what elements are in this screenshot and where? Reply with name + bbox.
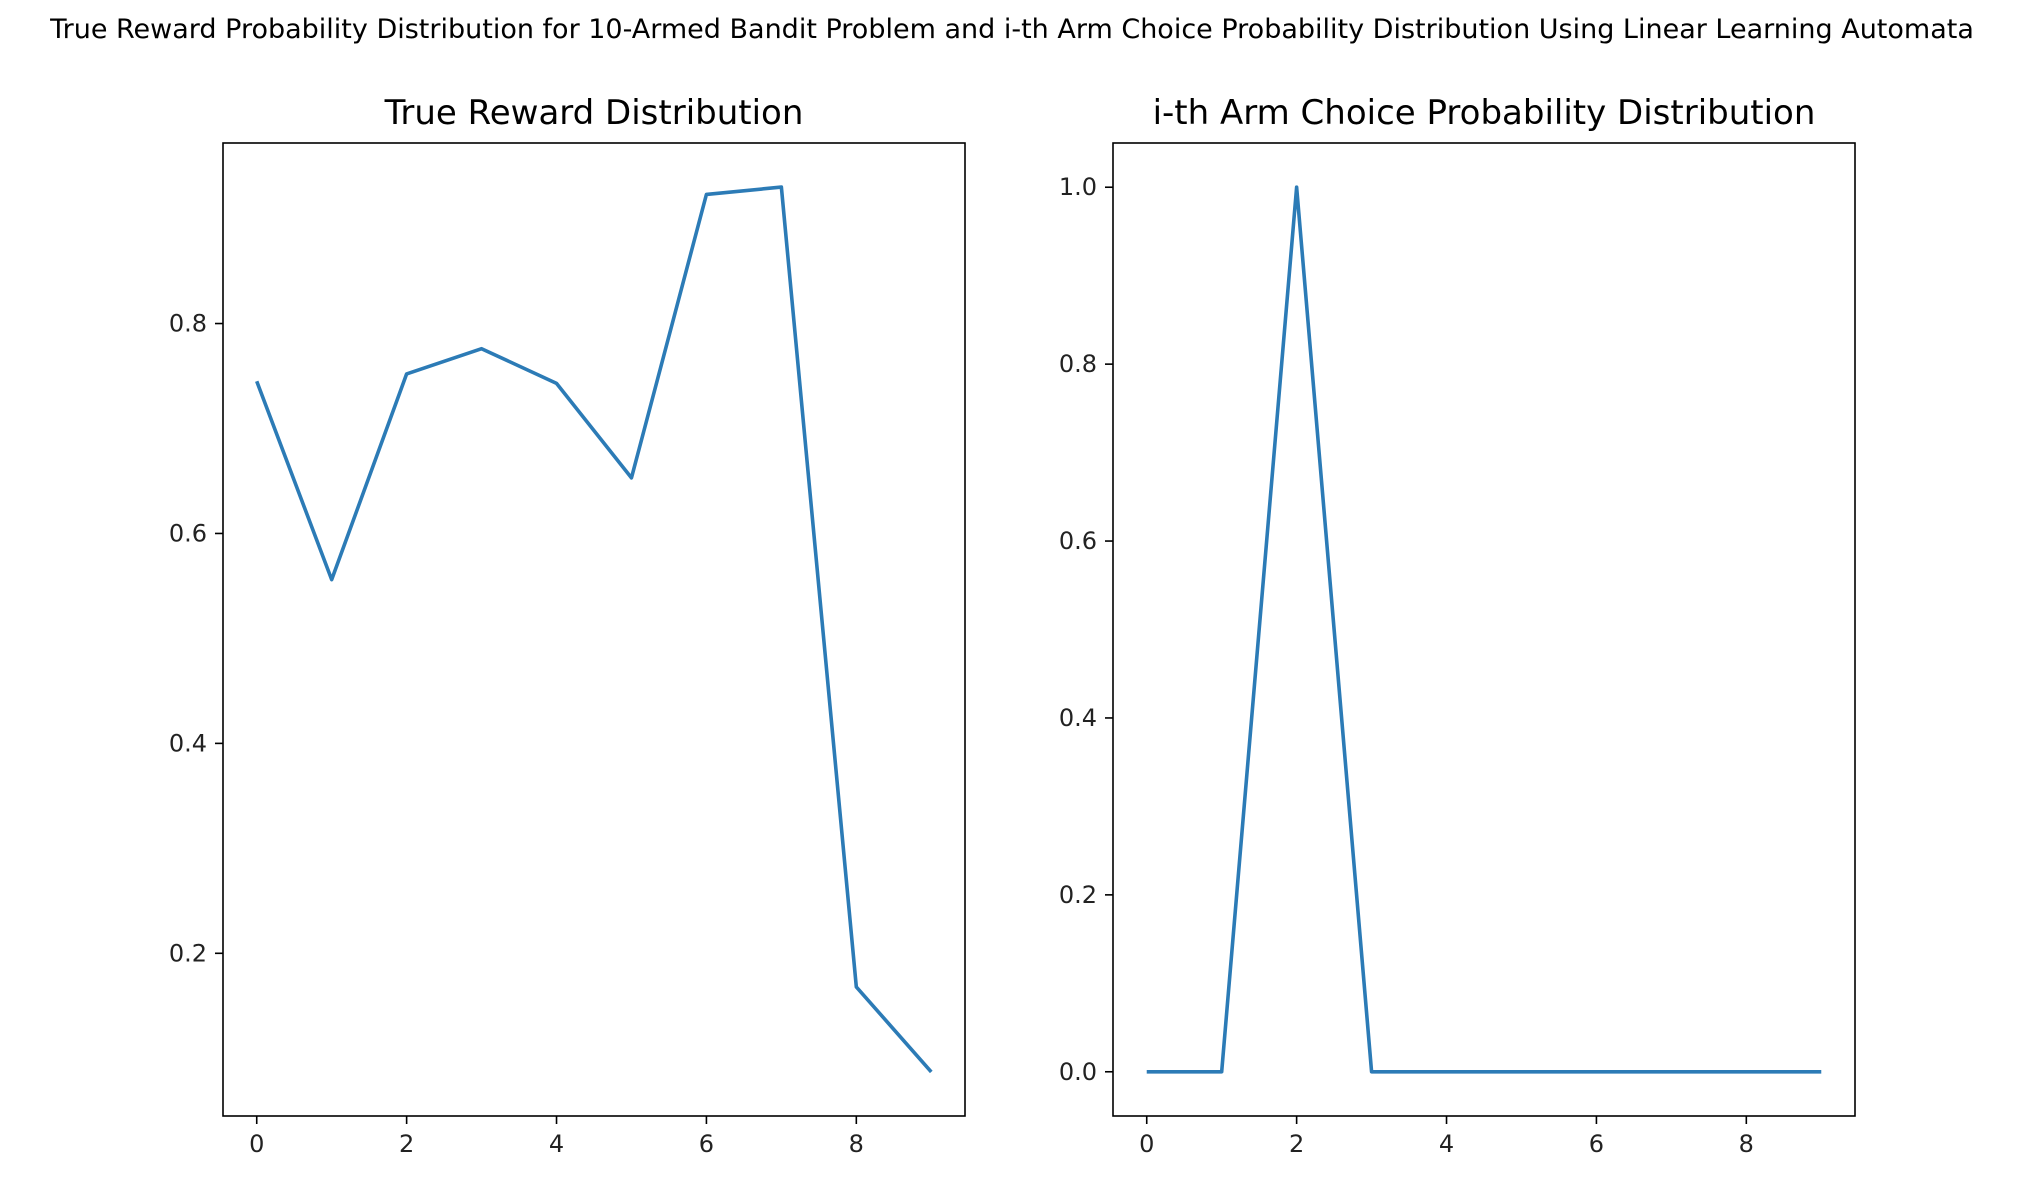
subplot-title: i-th Arm Choice Probability Distribution — [1153, 93, 1816, 133]
subplot-true-reward: True Reward Distribution 0 2 4 6 8 0.2 0.4 0.6 0… — [169, 93, 966, 1158]
x-tick-label: 2 — [399, 1130, 414, 1158]
y-tick-label: 0.0 — [1059, 1058, 1097, 1086]
y-tick-label: 1.0 — [1059, 173, 1097, 201]
x-tick-label: 6 — [699, 1130, 714, 1158]
y-tick-label: 0.2 — [169, 939, 207, 967]
axes-frame — [222, 142, 966, 1117]
subplot-arm-choice-probability: i-th Arm Choice Probability Distribution… — [1059, 93, 1856, 1158]
axes-frame — [1112, 142, 1856, 1117]
y-tick-label: 0.2 — [1059, 881, 1097, 909]
x-tick-label: 0 — [1139, 1130, 1154, 1158]
series-line — [255, 185, 933, 1074]
x-tick-label: 8 — [849, 1130, 864, 1158]
x-tick-label: 6 — [1589, 1130, 1604, 1158]
x-tick-label: 4 — [549, 1130, 564, 1158]
y-tick-label: 0.8 — [169, 310, 207, 338]
subplot-title: True Reward Distribution — [384, 93, 804, 133]
figure-suptitle: True Reward Probability Distribution for… — [49, 14, 1974, 45]
x-tick-label: 4 — [1439, 1130, 1454, 1158]
y-tick-label: 0.4 — [1059, 704, 1097, 732]
x-tick-label: 8 — [1739, 1130, 1754, 1158]
x-tick-label: 0 — [249, 1130, 264, 1158]
series-line — [1146, 185, 1822, 1074]
x-tick-label: 2 — [1289, 1130, 1304, 1158]
y-tick-label: 0.4 — [169, 729, 207, 757]
y-tick-label: 0.6 — [169, 519, 207, 547]
y-tick-label: 0.8 — [1059, 350, 1097, 378]
y-tick-label: 0.6 — [1059, 527, 1097, 555]
